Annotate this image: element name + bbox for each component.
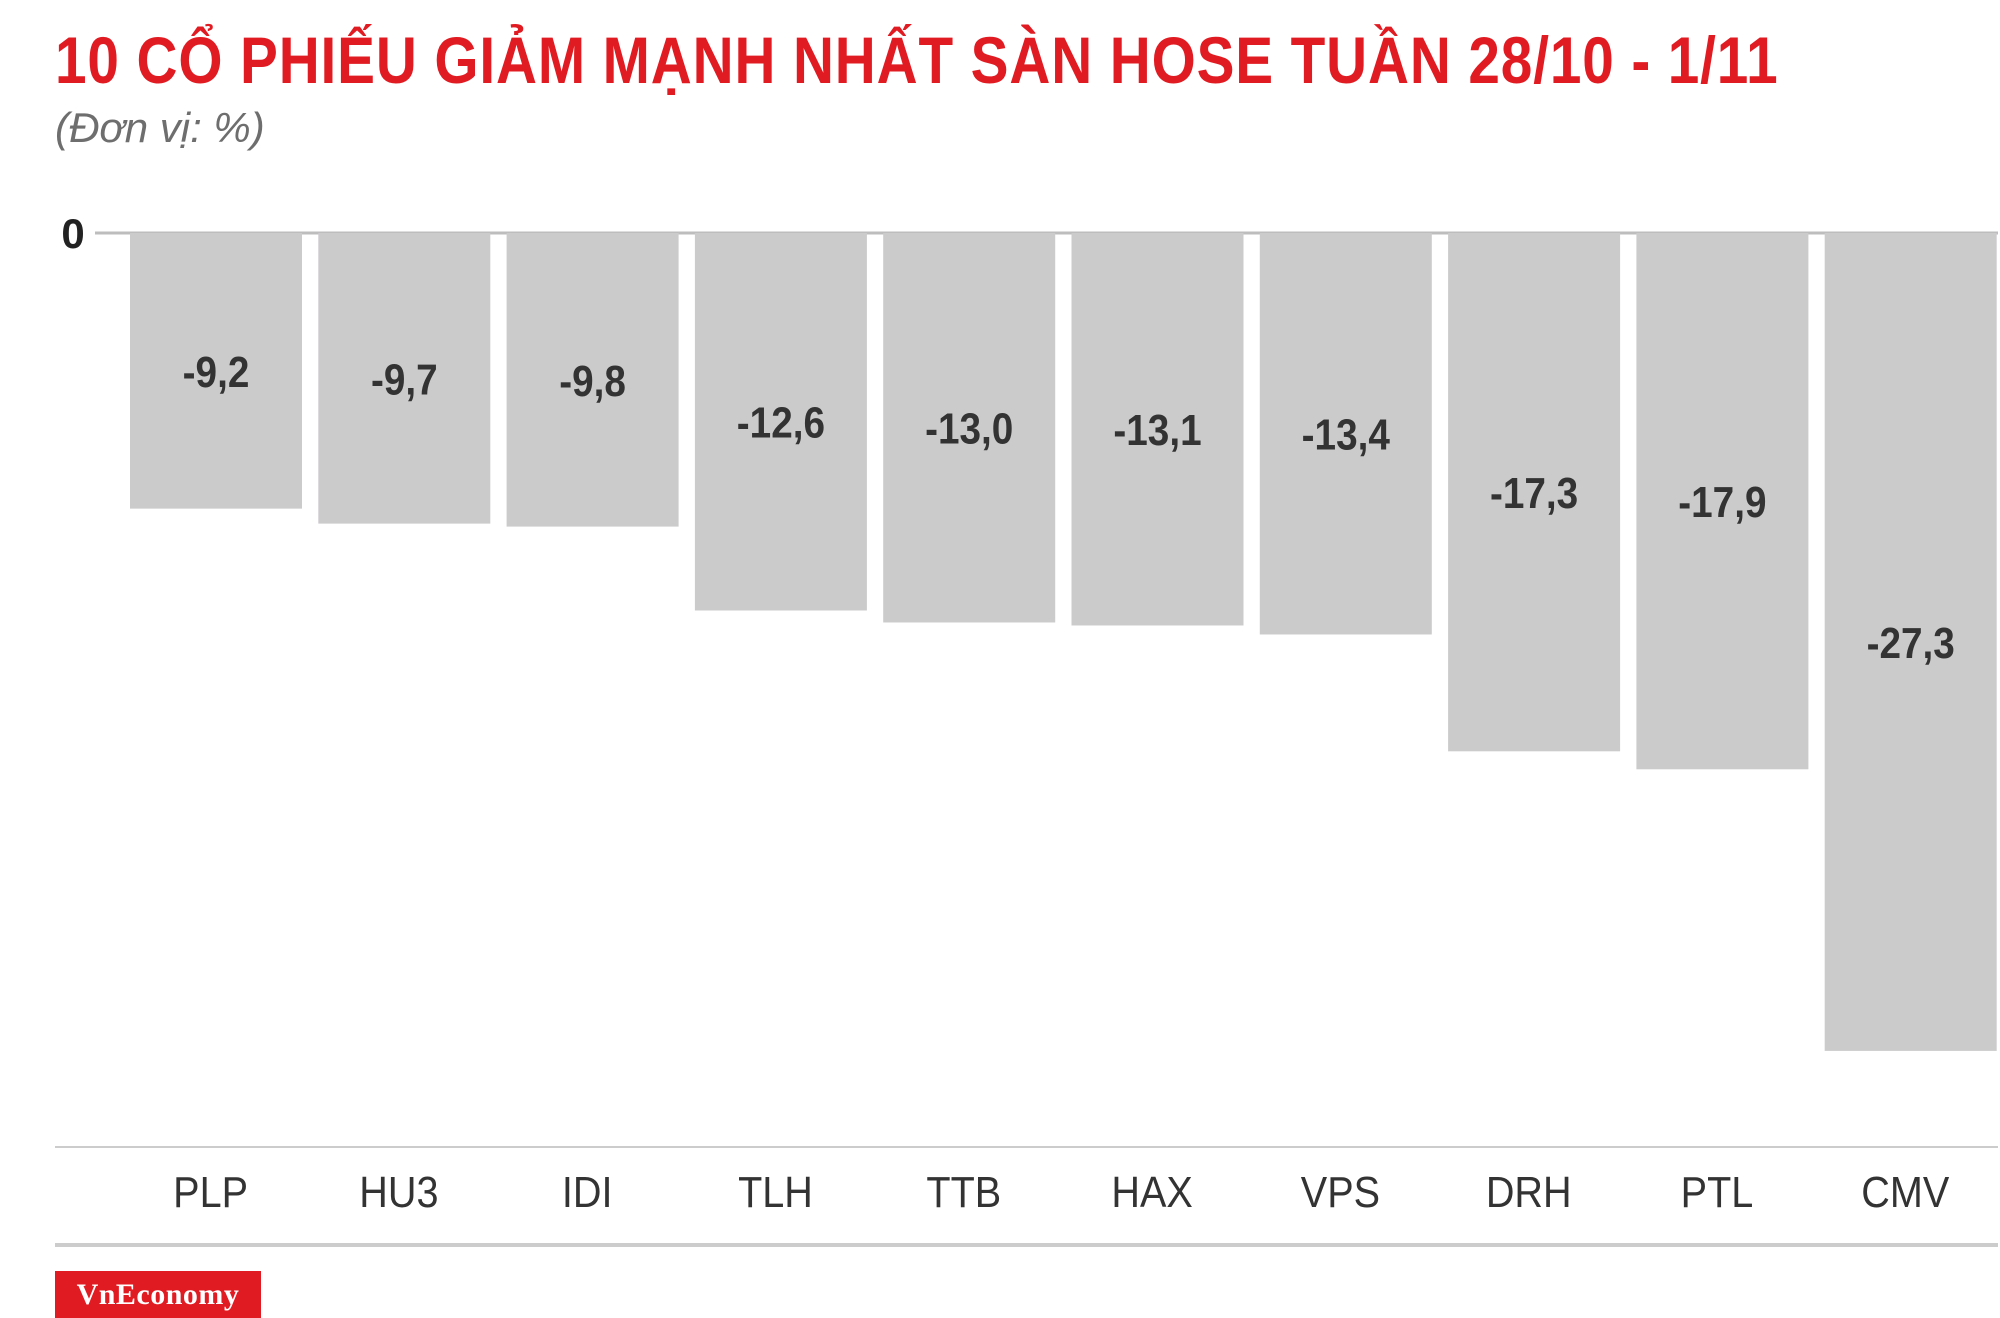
bar-value-label: -17,9 xyxy=(1678,477,1766,527)
bar xyxy=(506,233,679,527)
vneconomy-logo: VnEconomy xyxy=(55,1271,261,1318)
bar xyxy=(318,233,491,524)
x-category-label: DRH xyxy=(1486,1167,1572,1216)
bar xyxy=(1824,233,1997,1051)
bar-value-label: -13,1 xyxy=(1113,405,1201,455)
bar-value-label: -13,4 xyxy=(1302,409,1390,459)
bar xyxy=(130,233,302,509)
unit-subtitle: (Đơn vị: %) xyxy=(55,104,265,151)
bar-value-label: -27,3 xyxy=(1867,618,1955,668)
bar-value-label: -17,3 xyxy=(1490,468,1578,518)
x-category-label: HU3 xyxy=(359,1167,438,1216)
y-tick-label: 0 xyxy=(61,210,84,257)
bar-value-label: -13,0 xyxy=(925,403,1013,453)
bar-value-label: -12,6 xyxy=(737,397,825,447)
x-category-label: CMV xyxy=(1861,1167,1949,1216)
bar xyxy=(1636,233,1809,770)
x-category-label: TLH xyxy=(738,1167,813,1216)
bar-value-label: -9,8 xyxy=(559,355,626,405)
bar-value-label: -9,7 xyxy=(371,354,438,404)
x-category-label: PTL xyxy=(1681,1167,1754,1216)
x-category-label: VPS xyxy=(1301,1167,1380,1216)
x-category-label: TTB xyxy=(926,1167,1001,1216)
x-category-label: PLP xyxy=(173,1167,248,1216)
x-category-label: IDI xyxy=(562,1167,613,1216)
bar xyxy=(1448,233,1621,752)
chart-title: 10 CỔ PHIẾU GIẢM MẠNH NHẤT SÀN HOSE TUẦN… xyxy=(55,23,1779,97)
bar xyxy=(1071,233,1244,626)
bar xyxy=(883,233,1056,623)
bar xyxy=(694,233,867,611)
bar xyxy=(1259,233,1432,635)
bar-value-label: -9,2 xyxy=(183,346,250,396)
x-category-label: HAX xyxy=(1111,1167,1192,1216)
